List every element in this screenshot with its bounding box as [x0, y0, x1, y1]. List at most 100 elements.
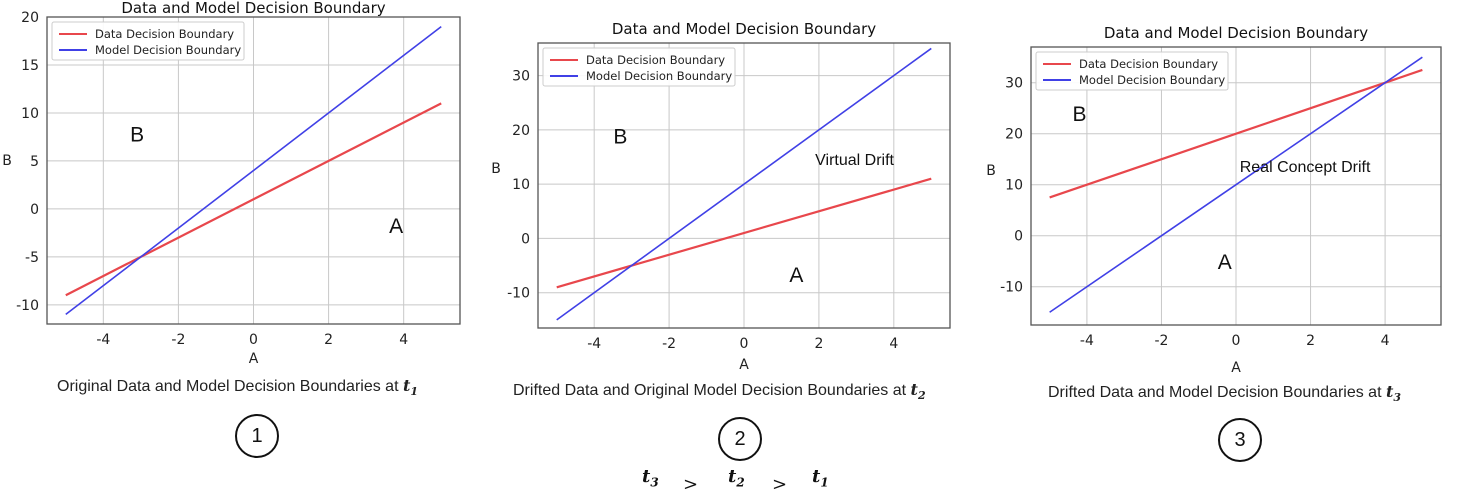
model-decision-boundary-line — [65, 25, 442, 316]
chart-title: Data and Model Decision Boundary — [1104, 24, 1368, 42]
x-tick-label: -4 — [587, 336, 601, 352]
y-tick-label: 0 — [30, 202, 39, 218]
order-t3-sub: 3 — [650, 475, 659, 490]
caption-1-text: Original Data and Model Decision Boundar… — [57, 378, 399, 395]
x-tick-label: 4 — [399, 332, 408, 348]
y-tick-label: 10 — [1005, 178, 1023, 194]
y-tick-label: 10 — [512, 177, 530, 193]
legend-model-label: Model Decision Boundary — [586, 69, 732, 83]
caption-2-text: Drifted Data and Original Model Decision… — [513, 382, 907, 399]
y-axis-label: B — [491, 161, 501, 177]
y-tick-label: -5 — [25, 250, 39, 266]
chart-panel-1: Data and Model Decision Boundary -4 -2 0 2 4 -… — [0, 0, 480, 420]
panel-number-3: 3 — [1218, 418, 1262, 462]
caption-1-symbol: t — [402, 376, 411, 395]
legend-box — [51, 21, 245, 61]
x-tick-label: 2 — [1306, 333, 1315, 349]
model-decision-boundary-line — [1049, 56, 1423, 313]
drift-annotation: Real Concept Drift — [1240, 159, 1371, 176]
region-label-b: B — [130, 124, 144, 147]
order-gt-1: > — [683, 474, 699, 495]
y-tick-label: 0 — [521, 231, 530, 247]
panel-number-2-text: 2 — [734, 427, 746, 450]
order-t1: t1 — [812, 466, 829, 490]
legend-data-label: Data Decision Boundary — [586, 53, 725, 67]
time-ordering: t3 > t2 > t1 — [640, 466, 840, 496]
x-tick-label: -4 — [96, 332, 110, 348]
plot-frame — [537, 42, 951, 329]
y-tick-label: -10 — [16, 298, 39, 314]
chart-title: Data and Model Decision Boundary — [612, 20, 876, 38]
caption-1: Original Data and Model Decision Boundar… — [57, 376, 418, 398]
x-axis-label: A — [739, 357, 749, 373]
y-tick-label: 15 — [21, 58, 39, 74]
y-tick-label: -10 — [507, 286, 530, 302]
chart-3: Data and Model Decision Boundary -4 -2 0 2 4 -… — [986, 24, 1442, 376]
caption-2: Drifted Data and Original Model Decision… — [513, 380, 926, 402]
x-tick-label: 4 — [889, 336, 898, 352]
x-tick-label: 0 — [740, 336, 749, 352]
caption-2-symbol: t — [910, 380, 918, 399]
y-axis-label: B — [986, 163, 996, 179]
x-tick-label: -4 — [1080, 333, 1094, 349]
region-label-b: B — [1072, 103, 1086, 126]
data-decision-boundary-line — [1049, 68, 1423, 199]
legend-box — [542, 47, 736, 87]
chart-2: Data and Model Decision Boundary -4 -2 0 2 4 -… — [491, 20, 951, 373]
y-tick-label: 30 — [1005, 76, 1023, 92]
x-tick-label: -2 — [171, 332, 185, 348]
y-axis-label: B — [2, 153, 12, 169]
region-label-a: A — [1218, 251, 1232, 274]
data-decision-boundary-line — [556, 177, 932, 289]
order-t2-sub: 2 — [736, 475, 745, 490]
y-tick-label: -10 — [1000, 280, 1023, 296]
caption-3-text: Drifted Data and Model Decision Boundari… — [1048, 384, 1382, 401]
y-tick-label: 20 — [1005, 127, 1023, 143]
y-tick-label: 0 — [1014, 229, 1023, 245]
x-tick-label: 4 — [1381, 333, 1390, 349]
panel-number-2: 2 — [718, 417, 762, 461]
x-tick-label: -2 — [662, 336, 676, 352]
chart-title: Data and Model Decision Boundary — [121, 0, 385, 17]
x-axis-label: A — [1231, 360, 1241, 376]
x-tick-label: 0 — [1232, 333, 1241, 349]
chart-1: Data and Model Decision Boundary -4 -2 0 2 4 -… — [2, 0, 461, 367]
order-gt-2: > — [772, 474, 788, 495]
y-tick-label: 30 — [512, 69, 530, 85]
legend-box — [1035, 51, 1229, 91]
order-t1-symbol: t — [812, 466, 821, 487]
order-t2: t2 — [728, 466, 745, 490]
drift-annotation: Virtual Drift — [815, 152, 894, 169]
panel-number-1-text: 1 — [251, 424, 263, 447]
x-tick-label: 2 — [324, 332, 333, 348]
panel-number-3-text: 3 — [1234, 428, 1246, 451]
region-label-b: B — [613, 125, 627, 148]
plot-frame — [46, 16, 461, 325]
plot-frame — [1030, 46, 1442, 326]
order-t2-symbol: t — [728, 466, 737, 487]
y-tick-label: 10 — [21, 106, 39, 122]
y-tick-label: 20 — [512, 123, 530, 139]
chart-panel-3: Data and Model Decision Boundary -4 -2 0 2 4 -… — [978, 0, 1459, 420]
legend-model-label: Model Decision Boundary — [95, 43, 241, 57]
legend-data-label: Data Decision Boundary — [1079, 57, 1218, 71]
data-decision-boundary-line — [65, 102, 442, 297]
model-decision-boundary-line — [556, 47, 932, 321]
x-tick-label: -2 — [1154, 333, 1168, 349]
order-t3: t3 — [642, 466, 659, 490]
legend-data-label: Data Decision Boundary — [95, 27, 234, 41]
caption-2-sub: 2 — [917, 389, 926, 403]
region-label-a: A — [389, 215, 403, 238]
x-axis-label: A — [249, 351, 259, 367]
caption-3-sub: 3 — [1393, 391, 1402, 405]
order-t1-sub: 1 — [820, 475, 829, 490]
y-tick-label: 20 — [21, 10, 39, 26]
order-t3-symbol: t — [642, 466, 651, 487]
caption-3-symbol: t — [1385, 382, 1394, 401]
chart-panel-2: Data and Model Decision Boundary -4 -2 0 2 4 -… — [486, 0, 986, 420]
y-tick-label: 5 — [30, 154, 39, 170]
region-label-a: A — [789, 264, 803, 287]
caption-3: Drifted Data and Model Decision Boundari… — [1048, 382, 1401, 404]
x-tick-label: 0 — [249, 332, 258, 348]
x-tick-label: 2 — [814, 336, 823, 352]
